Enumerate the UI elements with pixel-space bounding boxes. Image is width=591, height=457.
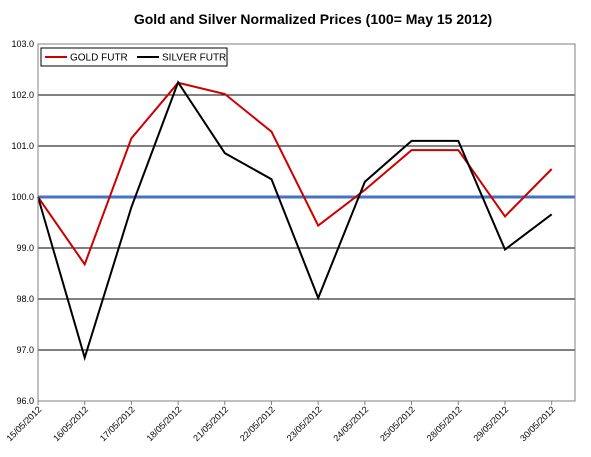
x-tick-label: 16/05/2012 xyxy=(51,404,90,443)
x-tick-label: 30/05/2012 xyxy=(518,404,557,443)
series-layer xyxy=(37,80,553,362)
x-tick-label: 17/05/2012 xyxy=(98,404,137,443)
x-tick-label: 28/05/2012 xyxy=(425,404,464,443)
y-tick-label: 97.0 xyxy=(16,345,34,355)
x-tick-label: 22/05/2012 xyxy=(238,404,277,443)
legend-label: GOLD FUTR xyxy=(70,53,128,64)
y-tick-label: 99.0 xyxy=(16,243,34,253)
y-tick-label: 98.0 xyxy=(16,294,34,304)
legend-label: SILVER FUTR xyxy=(162,53,226,64)
x-tick-label: 24/05/2012 xyxy=(331,404,370,443)
x-tick-label: 23/05/2012 xyxy=(285,404,324,443)
y-tick-label: 100.0 xyxy=(11,192,34,202)
legend-box xyxy=(40,47,228,67)
y-tick-label: 102.0 xyxy=(11,90,34,100)
chart-title: Gold and Silver Normalized Prices (100= … xyxy=(134,11,492,27)
x-tick-label: 21/05/2012 xyxy=(191,404,230,443)
x-tick-label: 15/05/2012 xyxy=(4,404,43,443)
series-line-silver-futr xyxy=(37,80,553,362)
legend: GOLD FUTR SILVER FUTR xyxy=(40,47,228,67)
plot-area-border xyxy=(37,43,576,402)
x-axis-tick-labels: 15/05/2012 16/05/2012 17/05/2012 18/05/2012… xyxy=(4,401,557,443)
y-tick-label: 96.0 xyxy=(16,396,34,406)
x-tick-label: 25/05/2012 xyxy=(378,404,417,443)
y-tick-label: 103.0 xyxy=(11,39,34,49)
y-tick-label: 101.0 xyxy=(11,141,34,151)
x-tick-label: 18/05/2012 xyxy=(145,404,184,443)
y-axis-tick-labels: 96.0 97.0 98.0 99.0 100.0 101.0 102.0 103.0 xyxy=(11,39,34,406)
x-tick-label: 29/05/2012 xyxy=(471,404,510,443)
